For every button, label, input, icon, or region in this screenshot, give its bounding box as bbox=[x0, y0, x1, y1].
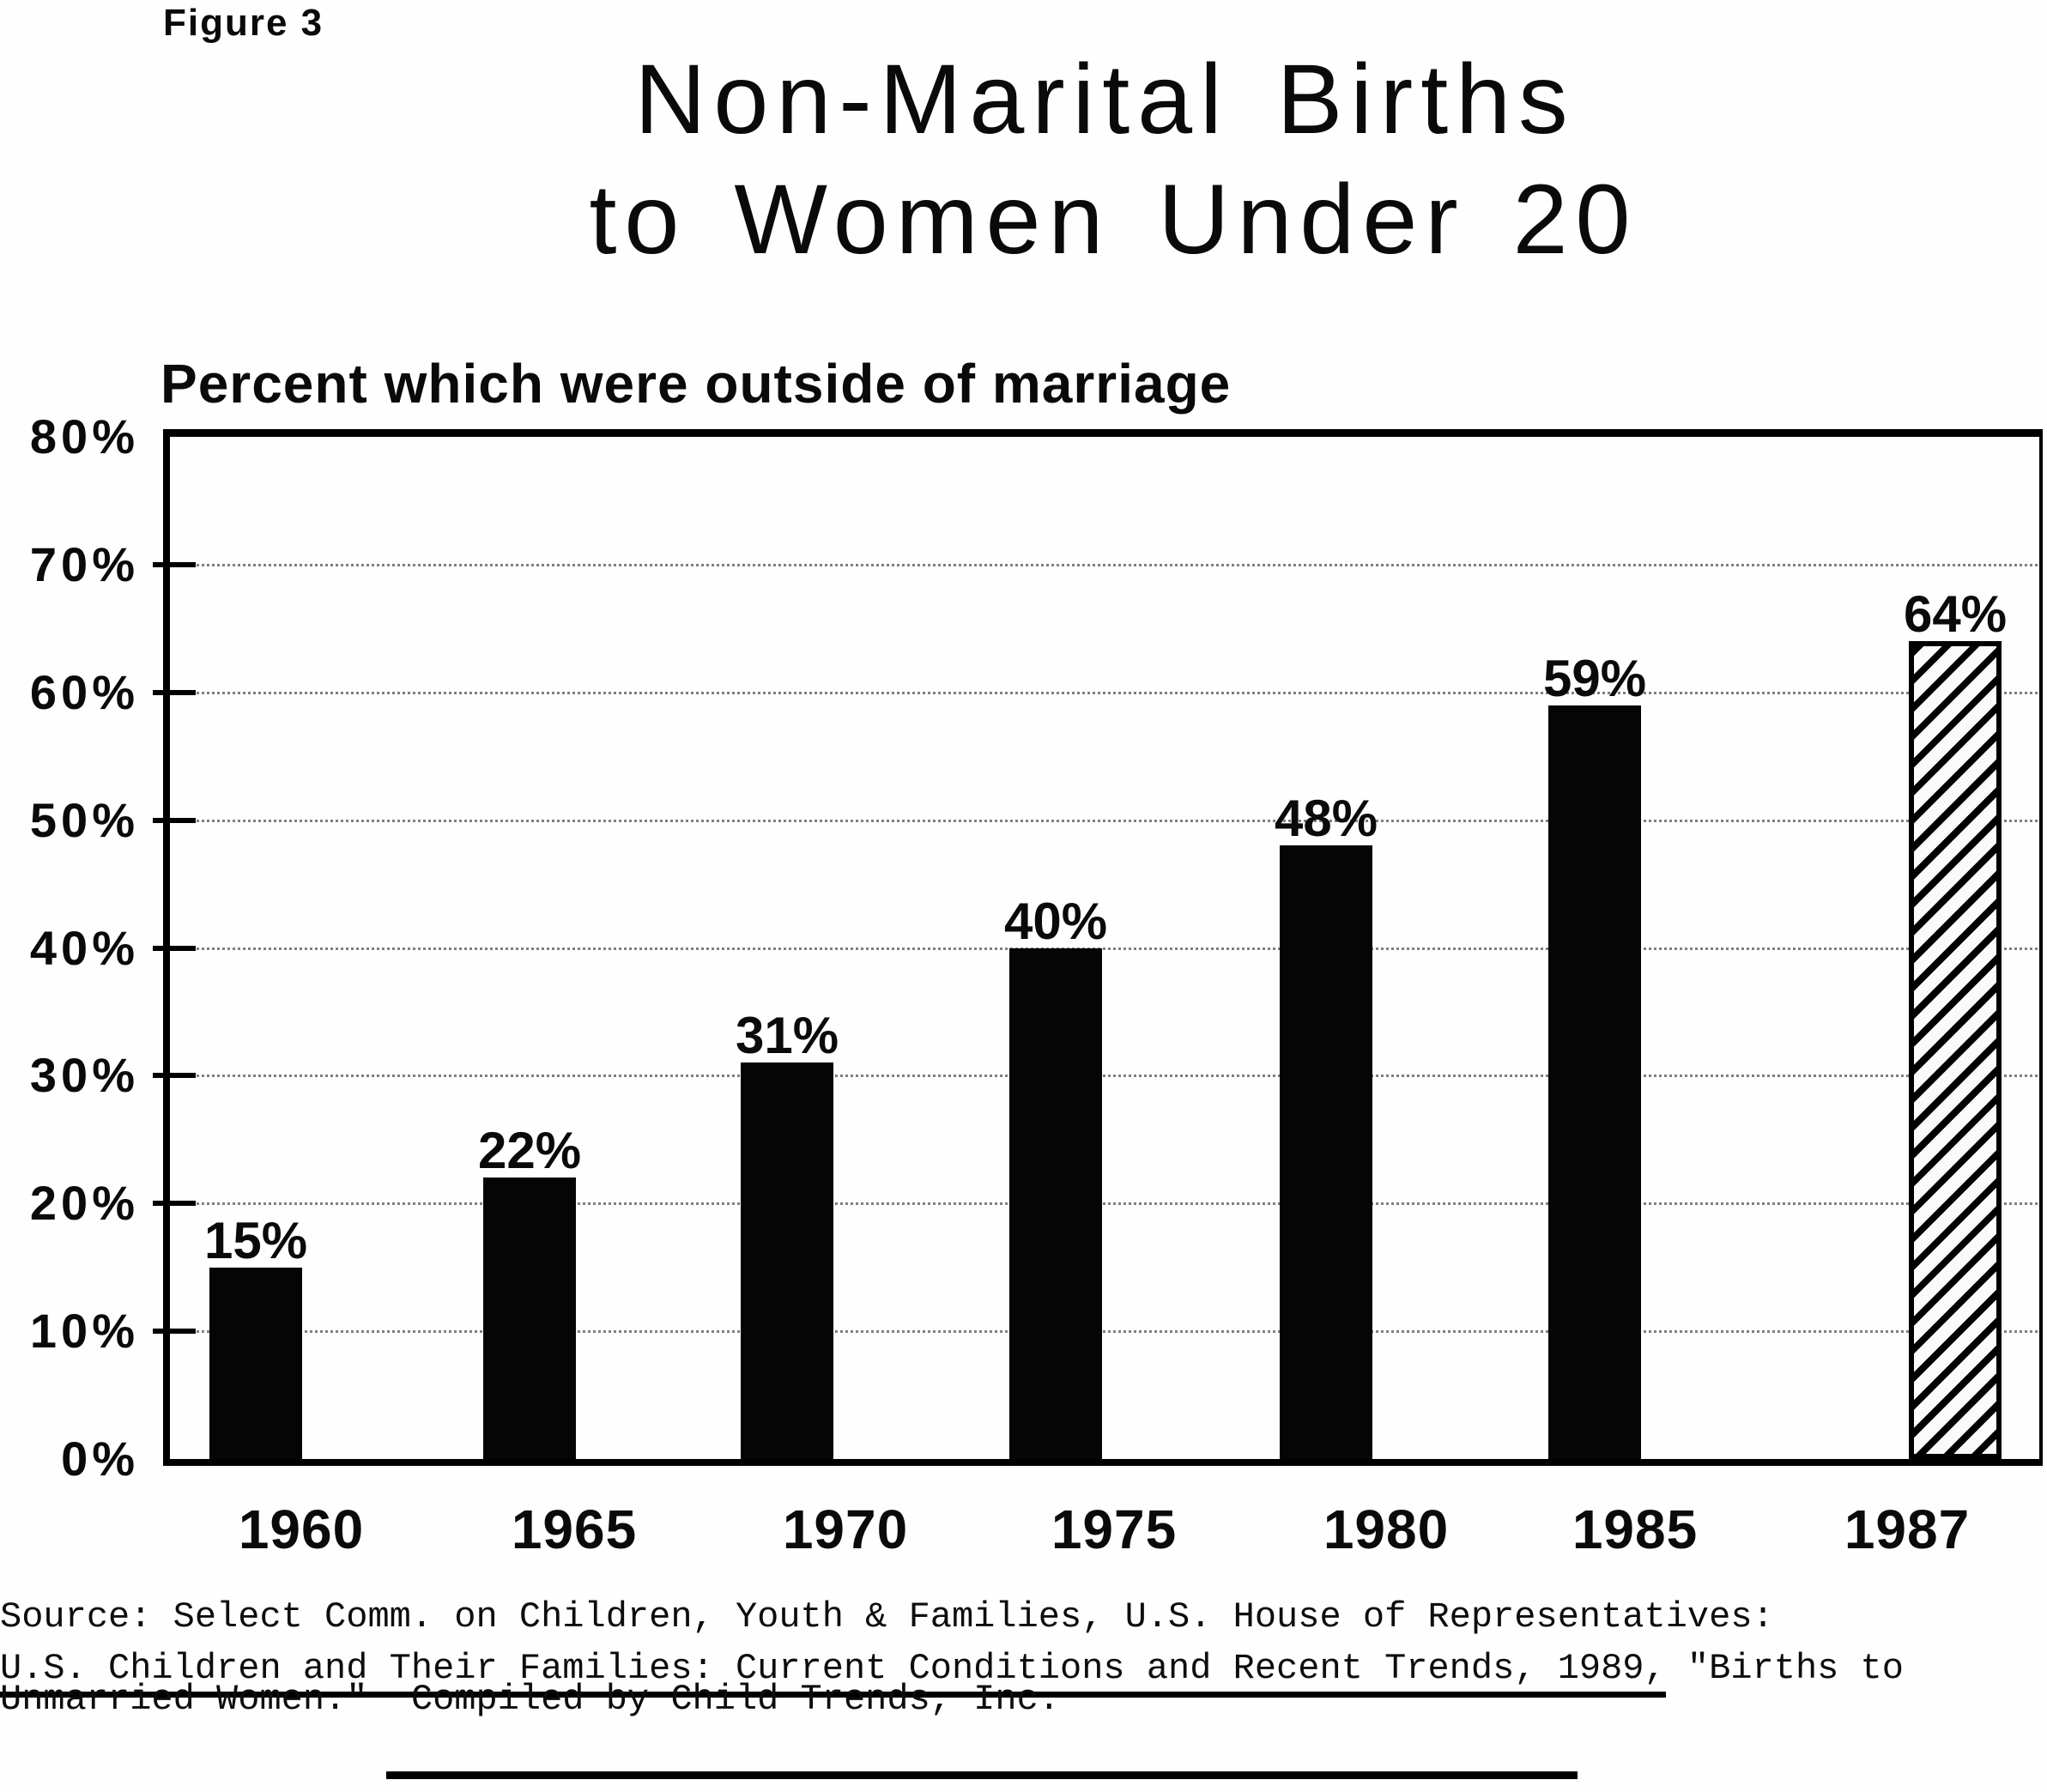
gridline-70 bbox=[172, 563, 2038, 566]
bar-value-label-1965: 22% bbox=[477, 1122, 582, 1180]
y-axis-label-50: 50% bbox=[29, 792, 139, 847]
y-axis-tick-50 bbox=[153, 817, 196, 823]
y-axis-tick-40 bbox=[153, 945, 196, 951]
y-axis-label-30: 30% bbox=[29, 1048, 139, 1103]
bottom-rule bbox=[386, 1771, 1578, 1779]
y-axis-label-20: 20% bbox=[29, 1176, 139, 1231]
gridline-50 bbox=[172, 819, 2038, 822]
bar-value-label-1970: 31% bbox=[735, 1007, 839, 1065]
bar-1980 bbox=[1280, 845, 1372, 1459]
y-axis-tick-10 bbox=[153, 1329, 196, 1335]
x-axis-label-1970: 1970 bbox=[782, 1498, 909, 1560]
gridline-60 bbox=[172, 691, 2038, 694]
y-axis-label-10: 10% bbox=[29, 1304, 139, 1359]
source-citation-underlined: U.S. Children and Their Families: Curren… bbox=[0, 1648, 1666, 1698]
bar-1970 bbox=[741, 1062, 833, 1459]
figure-label: Figure 3 bbox=[163, 2, 324, 44]
bar-value-label-1985: 59% bbox=[1542, 649, 1647, 707]
x-axis-label-1975: 1975 bbox=[1051, 1498, 1178, 1560]
x-axis-label-1960: 1960 bbox=[238, 1498, 365, 1560]
x-axis-label-1980: 1980 bbox=[1323, 1498, 1450, 1560]
x-axis-label-1965: 1965 bbox=[511, 1498, 638, 1560]
y-axis-label-40: 40% bbox=[29, 920, 139, 975]
bar-1975 bbox=[1009, 947, 1102, 1459]
x-axis-label-1985: 1985 bbox=[1572, 1498, 1699, 1560]
chart-title-line1: Non-Marital Births bbox=[634, 45, 1576, 154]
chart-title-line2: to Women Under 20 bbox=[589, 165, 1638, 275]
source-line-3: Unmarried Women." Compiled by Child Tren… bbox=[0, 1679, 1061, 1720]
y-axis-tick-60 bbox=[153, 689, 196, 695]
gridline-30 bbox=[172, 1075, 2038, 1078]
y-axis-tick-70 bbox=[153, 561, 196, 567]
gridline-40 bbox=[172, 947, 2038, 950]
bar-1960 bbox=[209, 1267, 302, 1459]
gridline-10 bbox=[172, 1330, 2038, 1334]
bar-value-label-1960: 15% bbox=[203, 1211, 308, 1269]
bar-1987 bbox=[1909, 641, 2002, 1459]
y-axis-label-60: 60% bbox=[29, 664, 139, 719]
bar-value-label-1980: 48% bbox=[1274, 790, 1378, 848]
gridline-20 bbox=[172, 1202, 2038, 1206]
bar-value-label-1987: 64% bbox=[1903, 585, 2008, 644]
bar-1965 bbox=[483, 1178, 576, 1459]
x-axis-label-1987: 1987 bbox=[1844, 1498, 1971, 1560]
y-axis-label-70: 70% bbox=[29, 536, 139, 591]
y-axis-label-0: 0% bbox=[61, 1432, 139, 1486]
source-line-2: U.S. Children and Their Families: Curren… bbox=[0, 1644, 1904, 1698]
y-axis-tick-30 bbox=[153, 1073, 196, 1079]
bar-1985 bbox=[1548, 705, 1641, 1459]
bar-value-label-1975: 40% bbox=[1003, 892, 1108, 950]
chart-subtitle: Percent which were outside of marriage bbox=[160, 353, 1232, 415]
y-axis-label-80: 80% bbox=[29, 409, 139, 463]
source-line-1: Source: Select Comm. on Children, Youth … bbox=[0, 1596, 1774, 1638]
source-line-2-rest: "Births to bbox=[1665, 1648, 1904, 1689]
y-axis-tick-20 bbox=[153, 1201, 196, 1207]
